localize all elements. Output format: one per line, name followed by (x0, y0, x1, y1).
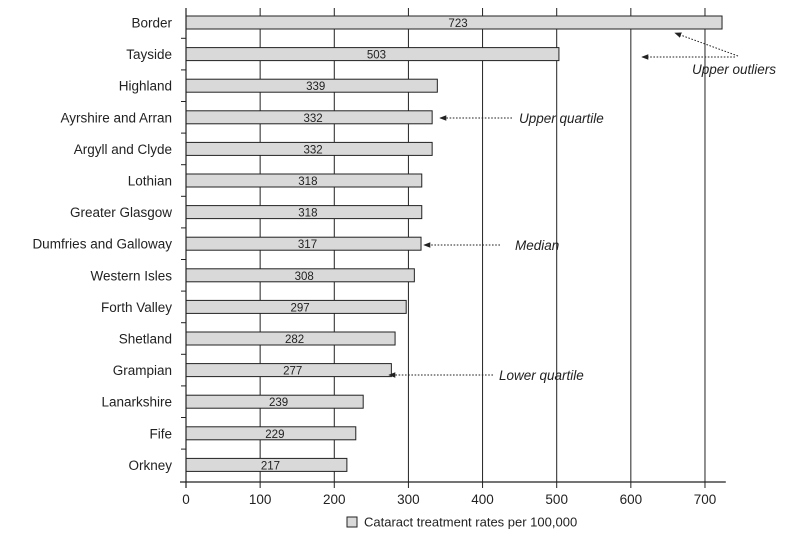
category-label: Orkney (128, 458, 172, 473)
bar-value-label: 239 (269, 397, 288, 409)
category-label: Tayside (126, 47, 172, 62)
x-tick-label: 500 (545, 492, 568, 507)
bar-value-label: 723 (448, 18, 467, 30)
category-label: Ayrshire and Arran (60, 110, 172, 125)
x-tick-label: 400 (471, 492, 494, 507)
annotation-arrow (674, 32, 739, 57)
category-label: Greater Glasgow (70, 205, 172, 220)
category-label: Grampian (113, 363, 172, 378)
bar-value-label: 318 (298, 176, 317, 188)
category-labels: Border Tayside Highland Ayrshire and Arran A… (32, 16, 172, 473)
category-label: Highland (119, 79, 172, 94)
legend-swatch (346, 516, 358, 528)
category-label: Dumfries and Galloway (32, 237, 172, 252)
legend-label: Cataract treatment rates per 100,000 (364, 515, 577, 530)
category-label: Fife (149, 426, 172, 441)
bar-value-label: 308 (295, 271, 314, 283)
x-axis: 0 100 200 300 400 500 600 700 (180, 8, 726, 507)
x-tick-label: 600 (620, 492, 643, 507)
bar-value-label: 318 (298, 208, 317, 220)
bar-value-label: 277 (283, 366, 302, 378)
annotations: Upper outliers Upper quartile Median Lower … (388, 32, 776, 383)
annotation-label: Lower quartile (499, 368, 584, 383)
bars: 723 503 339 332 332 318 318 317 308 297 282 277 239 2… (185, 15, 723, 472)
bar-value-label: 229 (265, 429, 284, 441)
x-tick-label: 100 (249, 492, 272, 507)
annotation-label: Upper outliers (692, 62, 776, 77)
x-tick-label: 700 (694, 492, 717, 507)
legend: Cataract treatment rates per 100,000 (346, 515, 577, 530)
category-label: Shetland (119, 332, 172, 347)
category-label: Lanarkshire (101, 395, 172, 410)
bar-value-label: 332 (303, 144, 322, 156)
bar-value-label: 317 (298, 239, 317, 251)
bar-value-label: 332 (303, 113, 322, 125)
category-label: Forth Valley (101, 300, 172, 315)
x-tick-label: 0 (182, 492, 190, 507)
category-label: Western Isles (90, 268, 172, 283)
category-label: Lothian (128, 174, 172, 189)
bar-value-label: 297 (291, 302, 310, 314)
annotation-label: Median (515, 238, 559, 253)
category-label: Argyll and Clyde (74, 142, 172, 157)
annotation-label: Upper quartile (519, 111, 604, 126)
x-tick-label: 300 (397, 492, 420, 507)
bar-value-label: 339 (306, 81, 325, 93)
bar-value-label: 503 (367, 50, 386, 62)
category-label: Border (131, 16, 172, 31)
bar-value-label: 282 (285, 334, 304, 346)
x-tick-label: 200 (323, 492, 346, 507)
bar-value-label: 217 (261, 460, 280, 472)
